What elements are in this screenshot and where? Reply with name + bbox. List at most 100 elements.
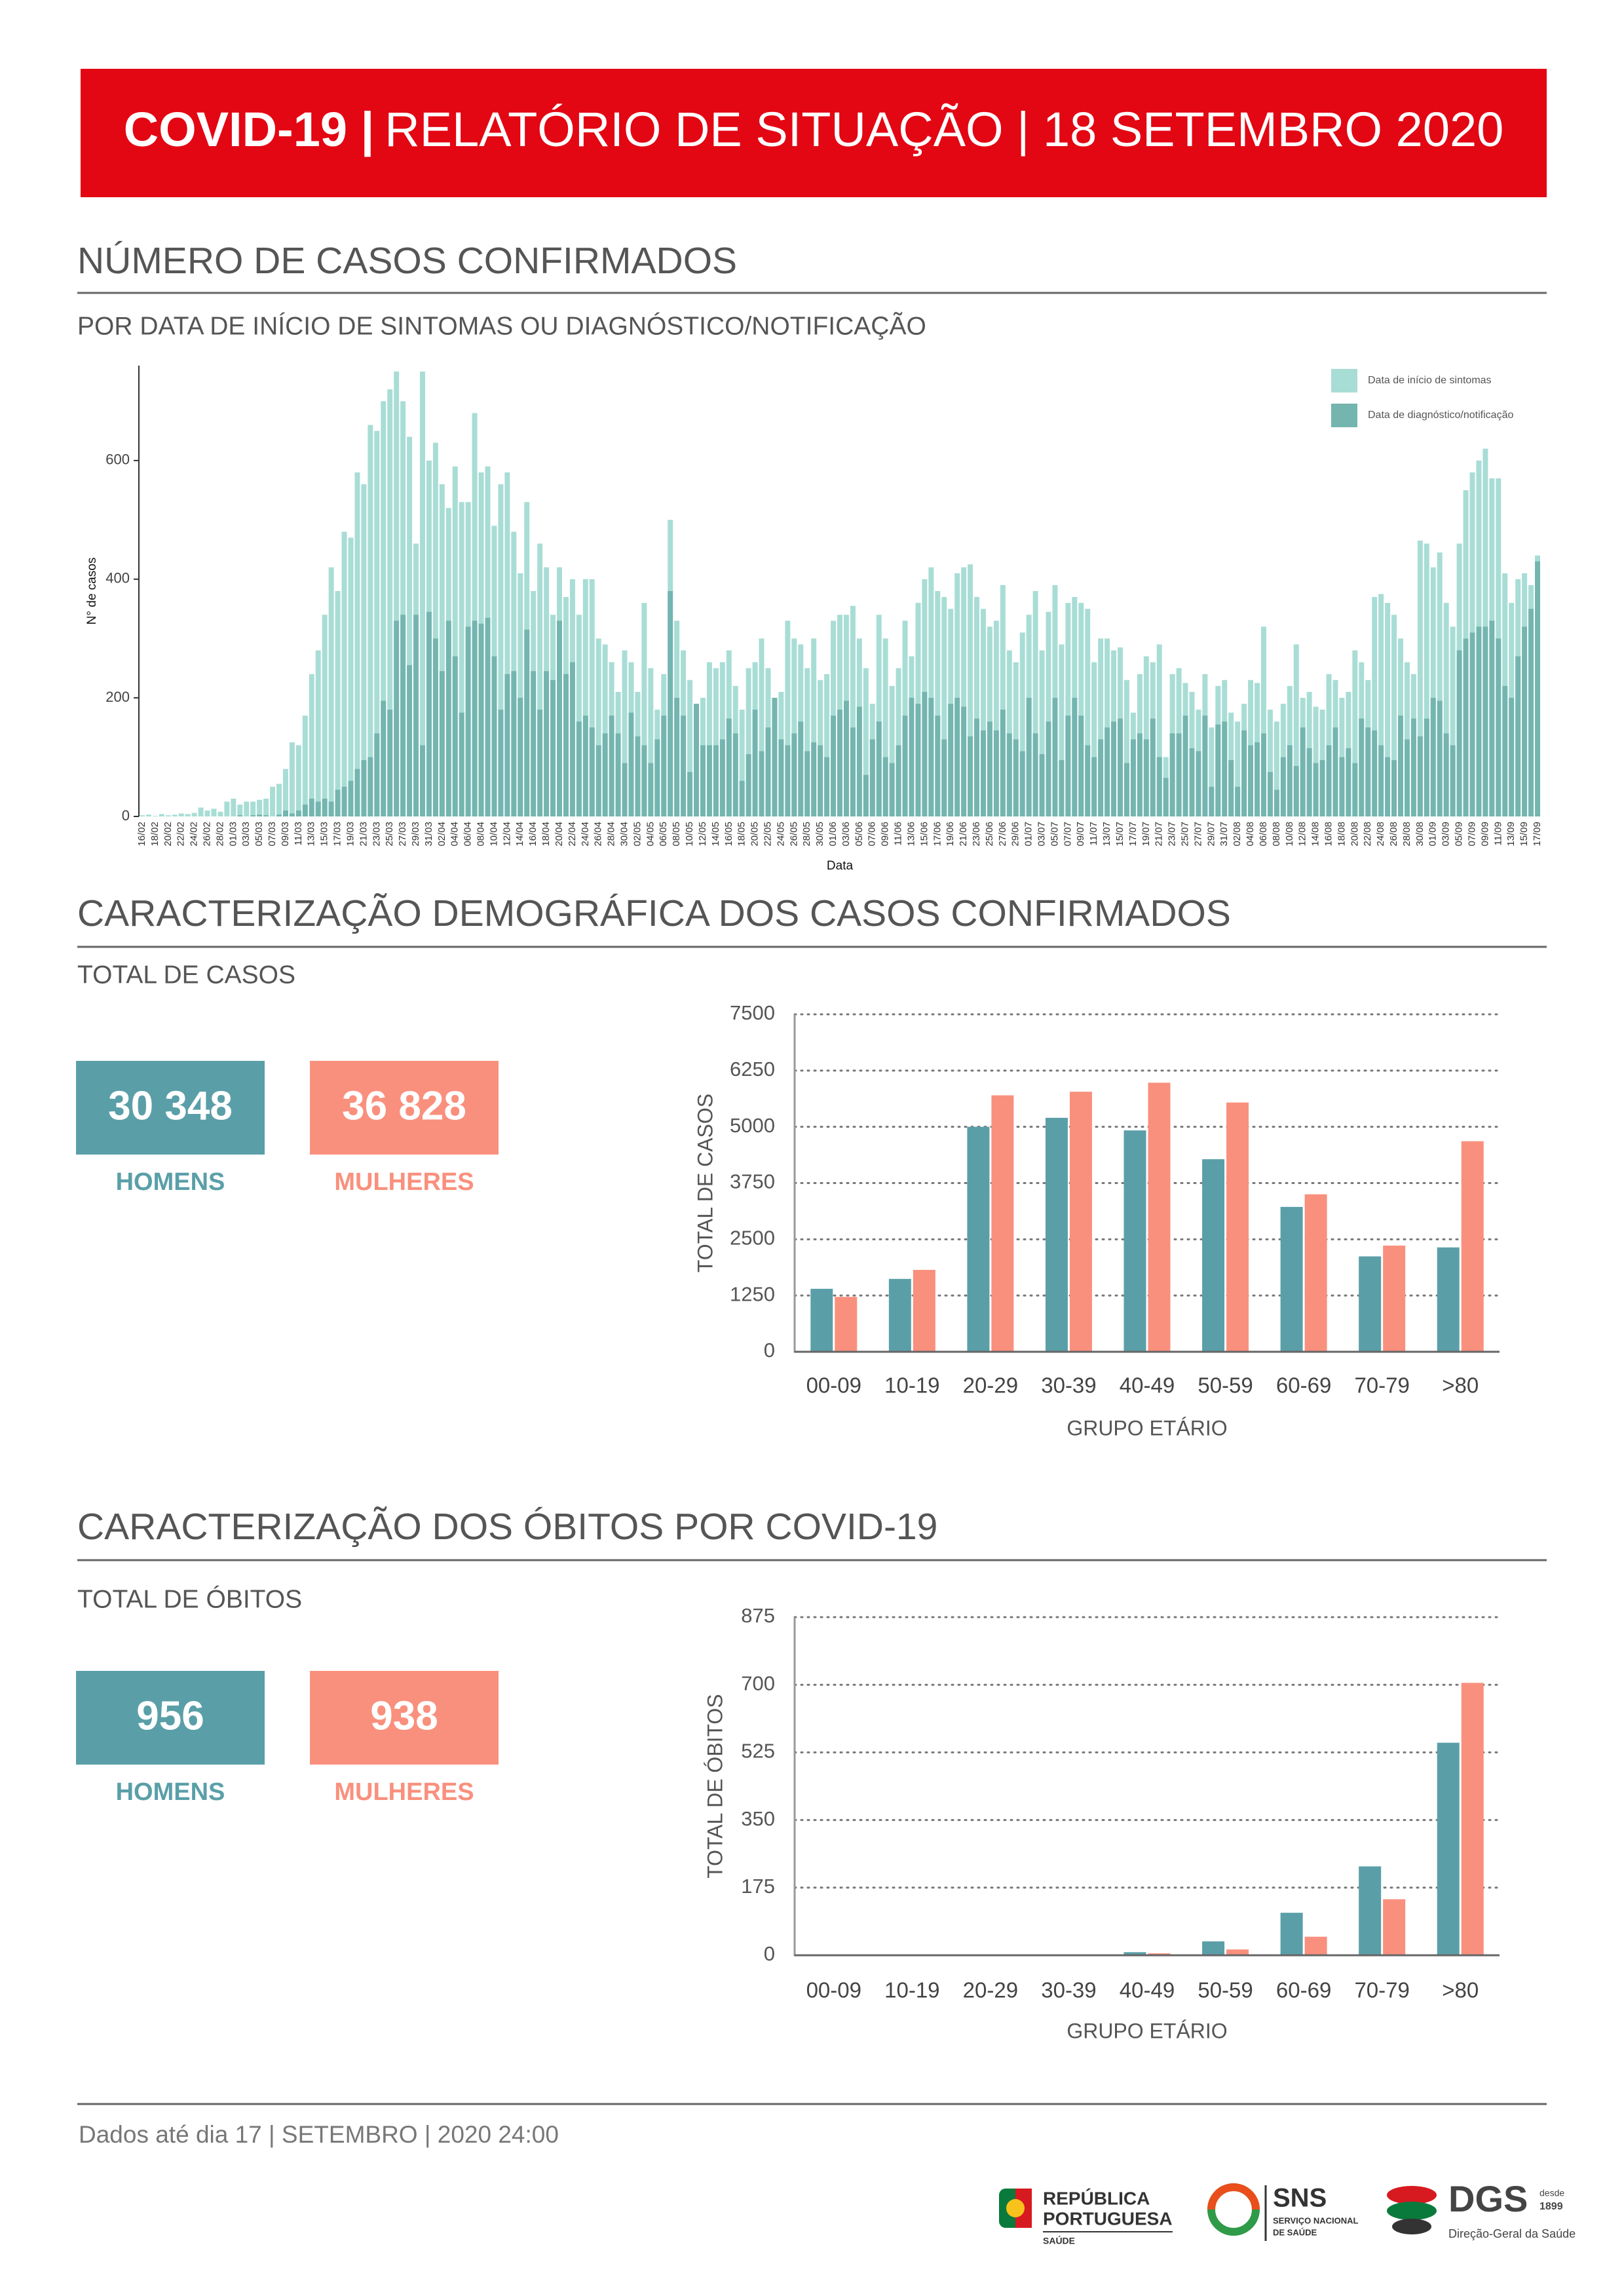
bar bbox=[1450, 626, 1456, 816]
x-tick-label: 50-59 bbox=[1198, 1373, 1253, 1398]
bar bbox=[922, 691, 928, 816]
x-tick-label: 06/05 bbox=[658, 822, 669, 847]
bar bbox=[452, 656, 458, 816]
x-tick-label: 19/07 bbox=[1141, 822, 1152, 847]
bar bbox=[993, 730, 999, 816]
bar bbox=[1098, 638, 1104, 816]
legend-label: Data de diagnóstico/notificação bbox=[1368, 410, 1513, 421]
bar bbox=[635, 736, 641, 816]
bar bbox=[1319, 760, 1325, 816]
logo-text: PORTUGUESA bbox=[1043, 2208, 1173, 2229]
x-tick-label: 10-19 bbox=[884, 1978, 939, 2002]
logo-emblem bbox=[1387, 2186, 1437, 2204]
bar bbox=[622, 763, 628, 816]
bar bbox=[361, 484, 367, 816]
bar bbox=[1091, 662, 1097, 816]
bar bbox=[582, 716, 588, 816]
bar bbox=[1019, 751, 1025, 816]
bar bbox=[263, 815, 269, 816]
bar bbox=[1078, 716, 1084, 816]
bar bbox=[478, 623, 484, 816]
bar bbox=[1148, 1082, 1171, 1352]
bar bbox=[1046, 611, 1051, 816]
bar bbox=[576, 615, 582, 816]
bar bbox=[1482, 626, 1488, 816]
x-tick-label: 11/03 bbox=[293, 822, 304, 845]
x-tick-label: 23/07 bbox=[1167, 822, 1178, 847]
bar bbox=[1143, 656, 1149, 816]
bar bbox=[1267, 772, 1273, 816]
x-tick-label: 30/05 bbox=[814, 822, 825, 847]
bar bbox=[491, 656, 497, 816]
x-tick-label: 07/06 bbox=[867, 822, 878, 847]
bar bbox=[791, 733, 797, 816]
bar bbox=[289, 742, 295, 816]
bar bbox=[1255, 742, 1260, 816]
bar bbox=[1280, 1913, 1303, 1955]
bar bbox=[824, 674, 830, 816]
bar bbox=[1528, 609, 1534, 816]
section-subtitle: TOTAL DE ÓBITOS bbox=[77, 1585, 302, 1613]
bar bbox=[595, 638, 601, 816]
bar bbox=[1072, 697, 1078, 816]
bar bbox=[1059, 760, 1065, 816]
bar bbox=[674, 697, 680, 816]
bar bbox=[1443, 733, 1449, 816]
bar bbox=[876, 721, 882, 816]
x-tick-label: 13/03 bbox=[306, 822, 317, 847]
bar bbox=[432, 442, 438, 816]
bar bbox=[1019, 632, 1025, 816]
bar bbox=[1039, 650, 1045, 816]
x-tick-label: 16/08 bbox=[1323, 822, 1334, 847]
bar bbox=[445, 621, 451, 816]
bar bbox=[498, 484, 504, 816]
bar bbox=[394, 372, 400, 816]
bar bbox=[1274, 790, 1279, 816]
logo-emblem bbox=[1387, 2202, 1437, 2220]
bar bbox=[537, 543, 543, 816]
bar bbox=[1417, 541, 1423, 816]
bar bbox=[348, 780, 354, 816]
bar bbox=[1385, 603, 1391, 816]
bar bbox=[407, 436, 413, 816]
x-tick-label: 09/03 bbox=[280, 822, 291, 847]
bar bbox=[1383, 1899, 1406, 1955]
bar bbox=[518, 697, 523, 816]
logo-text: SAÚDE bbox=[1043, 2235, 1075, 2246]
x-tick-label: 08/04 bbox=[476, 822, 487, 847]
bar bbox=[1267, 710, 1273, 816]
bar bbox=[628, 712, 634, 816]
logo-text: REPÚBLICA bbox=[1043, 2188, 1150, 2208]
bar bbox=[1026, 697, 1032, 816]
bar bbox=[1346, 748, 1351, 816]
section-title: CARACTERIZAÇÃO DEMOGRÁFICA DOS CASOS CON… bbox=[77, 892, 1231, 934]
x-tick-label: 20/08 bbox=[1349, 822, 1360, 847]
bar bbox=[1130, 739, 1136, 816]
bar bbox=[648, 763, 654, 816]
bar bbox=[746, 754, 751, 816]
bar bbox=[661, 716, 667, 816]
bar bbox=[1430, 697, 1436, 816]
bar bbox=[1078, 603, 1084, 816]
bar bbox=[641, 745, 647, 816]
bar bbox=[622, 650, 628, 816]
bar bbox=[361, 760, 367, 816]
bar bbox=[967, 1126, 990, 1352]
bar bbox=[504, 674, 510, 816]
bar bbox=[1209, 727, 1215, 816]
x-tick-label: 02/05 bbox=[632, 822, 643, 847]
bar bbox=[1417, 736, 1423, 816]
bar bbox=[1437, 552, 1443, 816]
logo-emblem bbox=[1392, 2219, 1431, 2234]
bar bbox=[295, 810, 301, 816]
bar bbox=[302, 804, 308, 816]
x-tick-label: 12/05 bbox=[697, 822, 708, 847]
x-tick-label: 03/07 bbox=[1036, 822, 1048, 847]
bar bbox=[185, 814, 191, 816]
bar bbox=[811, 638, 817, 816]
total-box bbox=[76, 1061, 265, 1155]
bar bbox=[752, 710, 758, 816]
bar bbox=[850, 605, 856, 816]
bar bbox=[974, 718, 980, 816]
bar bbox=[719, 739, 725, 816]
